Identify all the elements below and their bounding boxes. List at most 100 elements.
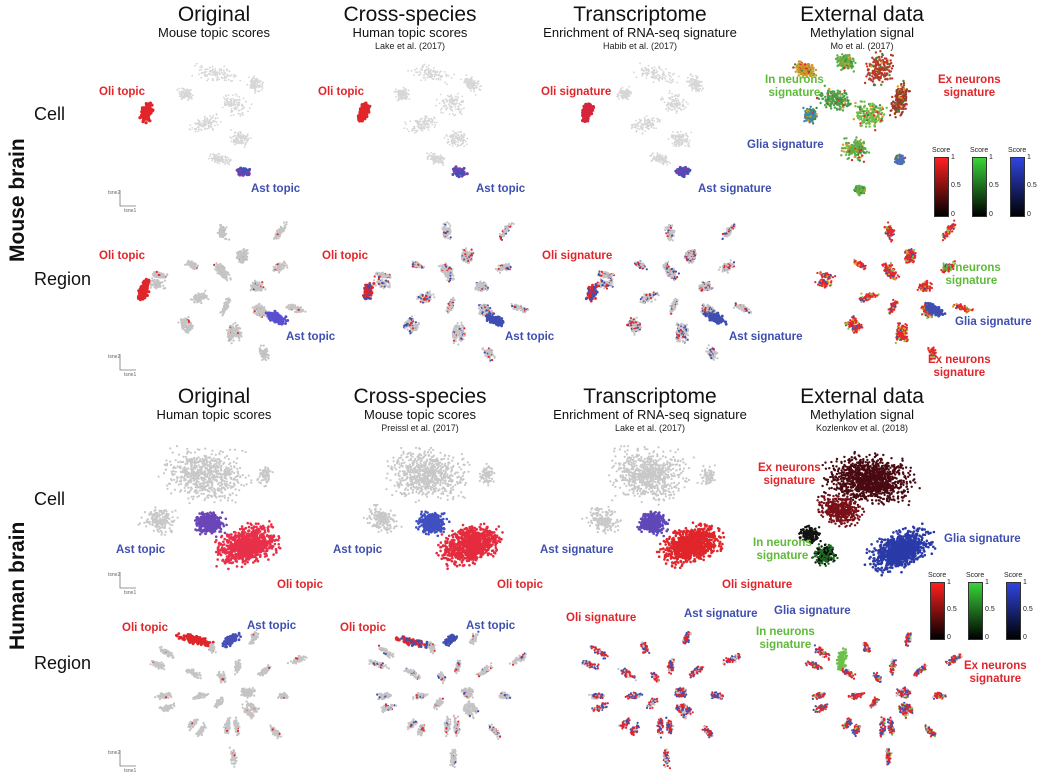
mouse-region-orig-lobe-11 — [190, 290, 210, 305]
mouse-cell-ext-cluster-8 — [894, 154, 907, 166]
mouse-region-trans-lobe-14 — [722, 223, 736, 240]
mouse-region-trans-ast — [702, 312, 727, 326]
human-colorbar-red-tick-min: 0 — [947, 634, 951, 641]
mouse-region-oli-signature-label: Oli signature — [542, 250, 612, 263]
human-region-ext-lobe-7 — [889, 658, 897, 675]
human-region-orig-lobe-9 — [277, 692, 289, 700]
human-cell-orig-ast — [194, 511, 228, 538]
human-region-trans-lobe-16 — [682, 631, 692, 645]
human-region-orig-lobe-14 — [185, 668, 202, 679]
human-cell-trans-bg-right — [697, 464, 716, 485]
mouse-region-orig-lobe-10 — [219, 297, 231, 316]
mouse-cell-cross-bg-2 — [403, 115, 437, 134]
human-colorbar-red-tick-max: 1 — [947, 579, 951, 586]
mouse-region-ast-signature-label: Ast signature — [729, 331, 803, 344]
mouse-region-cross-lobe-11 — [416, 291, 435, 304]
mouse-cell-ex-neurons-label: Ex neurons signature — [938, 74, 1001, 100]
mouse-region-orig-lobe-9 — [259, 345, 270, 362]
human-region-cross-lobe-6 — [437, 671, 447, 684]
human-colorbar-green-tick-mid: 0.5 — [985, 606, 995, 613]
human-region-cross-lobe-14 — [403, 668, 421, 680]
human-region-ext-lobe-17 — [945, 653, 963, 666]
human-region-trans-lobe-3 — [630, 722, 640, 736]
human-cell-ext-darkred — [816, 494, 865, 528]
human-colorbar-blue-tick-min: 0 — [1023, 634, 1027, 641]
human-region-orig-lobe-11 — [229, 747, 238, 768]
human-region-orig-lobe-20 — [223, 717, 231, 735]
mouse-region-orig-lobe-12 — [184, 260, 199, 271]
human-cell-trans-oli — [656, 521, 725, 569]
human-cell-cross-bg-big — [385, 447, 470, 504]
human-region-ext-lobe-2 — [887, 717, 895, 736]
mouse-region-ast-topic-label: Ast topic — [286, 331, 335, 344]
human-region-trans-lobe-8 — [689, 666, 705, 679]
mouse-cell-oli-signature-label: Oli signature — [541, 86, 611, 99]
human-region-trans-lobe-6 — [650, 672, 660, 683]
mouse-colorbar-blue-tick-max: 1 — [1027, 154, 1031, 161]
human-cell-cross-bg-left — [363, 504, 403, 534]
human-region-trans-lobe-14 — [617, 668, 637, 682]
mouse-cell-axis-y: tsne2 — [108, 190, 120, 196]
human-cell-axis-x: tsne1 — [124, 590, 136, 596]
human-cell-ast-topic-label: Ast topic — [116, 544, 165, 557]
mouse-cell-cross-bg-1 — [435, 93, 465, 117]
mouse-region-cross-lobe-10 — [445, 297, 455, 314]
human-region-cross-lobe-10 — [488, 724, 501, 741]
mouse-region-ext-lobe-4 — [816, 271, 836, 281]
human-region-trans-lobe-13 — [625, 692, 644, 700]
human-region-cross-oli — [395, 635, 429, 649]
human-region-ext-lobe-14 — [841, 667, 856, 680]
mouse-cell-orig-bg-1 — [222, 93, 253, 117]
mouse-cell-orig-bg-3 — [229, 129, 252, 148]
human-region-trans-lobe-5 — [581, 660, 599, 670]
mouse-cell-cross-bg-3 — [444, 130, 469, 147]
mouse-colorbar-blue-tick-mid: 0.5 — [1027, 182, 1037, 189]
mouse-colorbar-green-title: Score — [970, 147, 988, 154]
mouse-cell-in-neurons-label: In neurons signature — [765, 74, 824, 100]
mouse-cell-glia-signature-label: Glia signature — [747, 139, 824, 152]
human-cell-ext-blue — [864, 522, 937, 576]
mouse-region-trans-lobe-4 — [597, 270, 615, 281]
human-region-ext-lobe-6 — [872, 672, 882, 683]
human-cell-cross-oli-topic-label: Oli topic — [497, 579, 543, 592]
human-region-cross-lobe-11 — [449, 749, 457, 769]
human-region-ext-lobe-5 — [805, 661, 823, 671]
human-region-ast-topic-label: Ast topic — [247, 620, 296, 633]
mouse-cell-ext-cluster-9 — [853, 185, 866, 197]
mouse-region-axis-y: tsne2 — [108, 354, 120, 360]
mouse-cell-trans-ast — [674, 166, 691, 178]
human-cell-ast-signature-label: Ast signature — [540, 544, 614, 557]
human-region-trans-lobe-17 — [722, 653, 741, 666]
human-region-ext-lobe-10 — [925, 724, 937, 737]
axis-corner-3 — [120, 750, 136, 766]
human-region-orig-oli — [175, 632, 215, 647]
mouse-region-ext-lobe-11 — [859, 292, 880, 302]
human-region-axis-y: tsne2 — [108, 750, 120, 756]
mouse-cell-trans-bg-3 — [668, 131, 693, 148]
mouse-region-ext-lobe-12 — [853, 259, 866, 270]
human-region-trans-lobe-10 — [702, 725, 714, 738]
mouse-colorbar-blue-title: Score — [1008, 147, 1026, 154]
mouse-region-cross-lobe-8 — [511, 303, 530, 314]
human-region-trans-lobe-15 — [640, 641, 650, 654]
mouse-region-orig-lobe-8 — [285, 304, 306, 314]
human-colorbar-blue-tick-max: 1 — [1023, 579, 1027, 586]
mouse-cell-cross-ast-topic-label: Ast topic — [476, 183, 525, 196]
human-region-oli-signature-label: Oli signature — [566, 612, 636, 625]
human-region-trans-lobe-2 — [665, 717, 674, 735]
mouse-cell-oli-topic-label: Oli topic — [99, 86, 145, 99]
mouse-colorbar-green-tick-mid: 0.5 — [989, 182, 999, 189]
human-region-trans-lobe-22 — [588, 692, 605, 699]
human-region-ext-lobe-20 — [879, 716, 886, 737]
human-cell-in-neurons-label: In neurons signature — [753, 537, 812, 563]
human-cell-orig-bg-right — [256, 466, 274, 487]
mouse-colorbar-red-tick-min: 0 — [951, 211, 955, 218]
mouse-cell-trans-bg-6 — [649, 152, 671, 165]
human-region-ext-lobe-16 — [904, 632, 912, 647]
human-region-ex-neurons-label: Ex neurons signature — [964, 660, 1027, 686]
human-region-trans-lobe-20 — [656, 718, 664, 739]
human-region-orig-lobe-23 — [159, 646, 175, 659]
mouse-region-ext-lobe-14 — [942, 220, 957, 242]
human-region-trans-lobe-21 — [618, 717, 630, 729]
